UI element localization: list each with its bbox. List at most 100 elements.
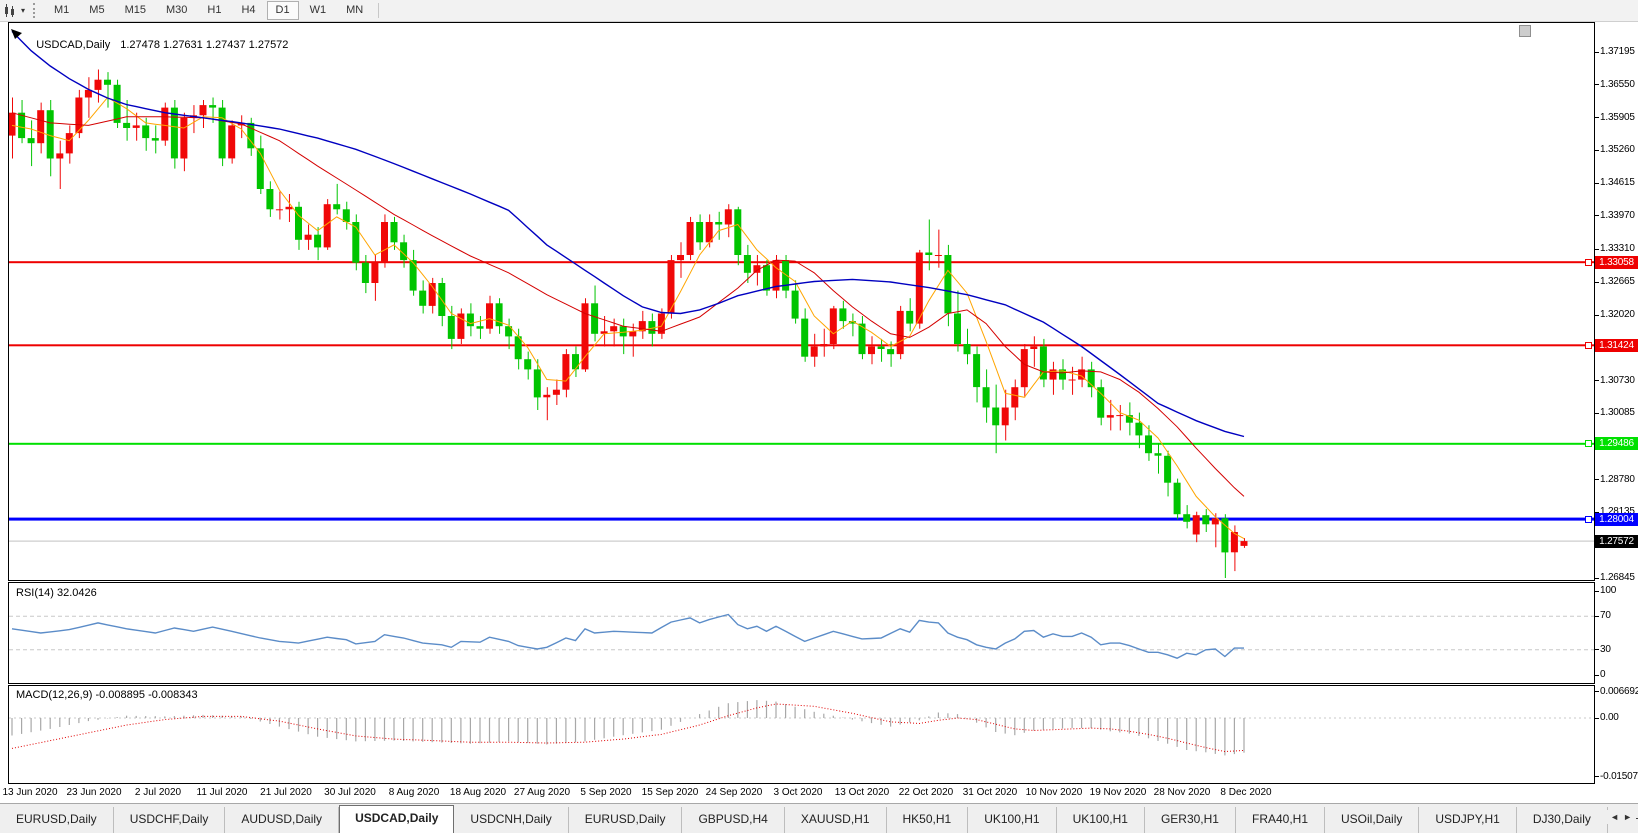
candle-body [9, 112, 16, 136]
chart-corner-widget [1519, 25, 1531, 37]
tab-usdjpy-h1[interactable]: USDJPY,H1 [1419, 807, 1517, 833]
toolbar-separator [378, 3, 380, 18]
tab-gbpusd-h4[interactable]: GBPUSD,H4 [682, 807, 785, 833]
tab-usdchf-daily[interactable]: USDCHF,Daily [114, 807, 226, 833]
timeframe-button-h1[interactable]: H1 [198, 1, 230, 20]
candle-body [151, 138, 159, 141]
date-label: 23 Jun 2020 [66, 787, 122, 798]
hline-handle[interactable] [1585, 341, 1592, 349]
candle-body [820, 344, 828, 347]
date-label: 2 Jul 2020 [134, 787, 182, 798]
rsi-tick-label: 70 [1600, 610, 1611, 622]
macd-tick-mark [1595, 691, 1599, 693]
candle-body [877, 346, 885, 349]
candle-body [724, 209, 732, 225]
candle-body [667, 260, 675, 314]
candle-body [323, 204, 331, 248]
hline-handle[interactable] [1585, 515, 1592, 523]
candle-body [1049, 369, 1057, 380]
timeframe-button-d1[interactable]: D1 [266, 1, 299, 20]
candle-body [18, 112, 26, 139]
rsi-line [11, 613, 1244, 659]
date-label: 13 Jun 2020 [2, 787, 58, 798]
candlestick-plot[interactable] [9, 23, 1594, 579]
candle-body [638, 321, 646, 332]
timeframe-button-m5[interactable]: M5 [80, 1, 113, 20]
tab-usdcad-daily[interactable]: USDCAD,Daily [339, 805, 455, 833]
tab-hk50-h1[interactable]: HK50,H1 [887, 807, 969, 833]
timeframe-button-m30[interactable]: M30 [157, 1, 196, 20]
tab-ger30-h1[interactable]: GER30,H1 [1145, 807, 1236, 833]
candle-body [533, 369, 541, 398]
candle-body [944, 255, 952, 314]
candle-body [1059, 369, 1066, 380]
candle-body [657, 313, 665, 334]
price-tick-mark [1595, 84, 1599, 86]
candle-body [180, 117, 188, 159]
rsi-tick-label: 0 [1600, 669, 1606, 680]
candle-body [75, 97, 83, 134]
price-tick-label: 1.33970 [1600, 209, 1635, 221]
timeframe-button-h4[interactable]: H4 [232, 1, 264, 20]
rsi-indicator-panel[interactable] [8, 582, 1595, 684]
tab-usdcnh-daily[interactable]: USDCNH,Daily [454, 807, 569, 833]
rsi-plot[interactable] [9, 583, 1594, 682]
chart-tool-button[interactable]: ▾ [0, 0, 29, 21]
timeframe-toolbar: ▾ M1 M5 M15 M30 H1 H4 D1 W1 MN [0, 0, 1638, 22]
candle-body [753, 265, 761, 273]
toolbar-grip[interactable] [33, 3, 38, 18]
tab-audusd-daily[interactable]: AUDUSD,Daily [225, 807, 340, 833]
price-level-tag: 1.29486 [1595, 437, 1638, 451]
price-tick-label: 1.33310 [1600, 243, 1635, 255]
macd-tick-label: -0.015075 [1600, 770, 1638, 782]
candle-body [600, 331, 608, 334]
candle-body [648, 321, 656, 334]
candle-body [734, 209, 742, 255]
timeframe-button-w1[interactable]: W1 [301, 1, 336, 20]
candle-body [1183, 514, 1191, 522]
candle-body [1164, 455, 1172, 483]
chart-title: USDCAD,Daily 1.27478 1.27631 1.27437 1.27… [24, 27, 288, 63]
timeframe-button-m15[interactable]: M15 [116, 1, 155, 20]
macd-plot[interactable] [9, 686, 1594, 783]
hline-handle[interactable] [1585, 440, 1592, 448]
candle-body [839, 308, 847, 322]
candle-body [390, 222, 398, 243]
hline-handle[interactable] [1585, 258, 1592, 266]
price-level-tag: 1.31424 [1595, 338, 1638, 352]
candle-body [915, 252, 923, 324]
candle-body [896, 310, 904, 355]
timeframe-button-m1[interactable]: M1 [45, 1, 78, 20]
candle-body [982, 387, 990, 408]
price-tick-mark [1595, 380, 1599, 382]
candle-body [333, 204, 341, 210]
tab-eurusd-daily[interactable]: EURUSD,Daily [569, 807, 683, 833]
tab-uk100-h1[interactable]: UK100,H1 [1057, 807, 1145, 833]
tab-dj30-daily[interactable]: DJ30,Daily [1517, 807, 1608, 833]
tab-uk100-h1[interactable]: UK100,H1 [968, 807, 1057, 833]
candle-body [1030, 346, 1038, 349]
date-label: 11 Jul 2020 [196, 787, 248, 798]
candle-body [142, 125, 150, 139]
tab-xauusd-h1[interactable]: XAUUSD,H1 [785, 807, 887, 833]
macd-indicator-panel[interactable] [8, 685, 1595, 784]
tab-usoil-daily[interactable]: USOil,Daily [1325, 807, 1420, 833]
candle-body [791, 290, 799, 319]
timeframe-button-mn[interactable]: MN [337, 1, 372, 20]
price-tick-label: 1.26845 [1600, 572, 1635, 583]
candle-body [94, 79, 102, 90]
candle-body [1020, 349, 1028, 388]
candle-body [1116, 415, 1124, 417]
price-tick-label: 1.32020 [1600, 309, 1635, 320]
date-label: 31 Oct 2020 [962, 787, 1018, 798]
tab-scroll-right-icon[interactable]: ► [1623, 812, 1632, 822]
candle-body [161, 107, 169, 141]
price-chart-panel[interactable] [8, 22, 1595, 581]
tab-eurusd-daily[interactable]: EURUSD,Daily [0, 807, 114, 833]
price-tick-mark [1595, 117, 1599, 119]
candle-body [581, 303, 589, 370]
tab-scroll-left-icon[interactable]: ◄ [1610, 812, 1620, 822]
date-label: 24 Sep 2020 [705, 787, 763, 798]
tab-fra40-h1[interactable]: FRA40,H1 [1236, 807, 1326, 833]
